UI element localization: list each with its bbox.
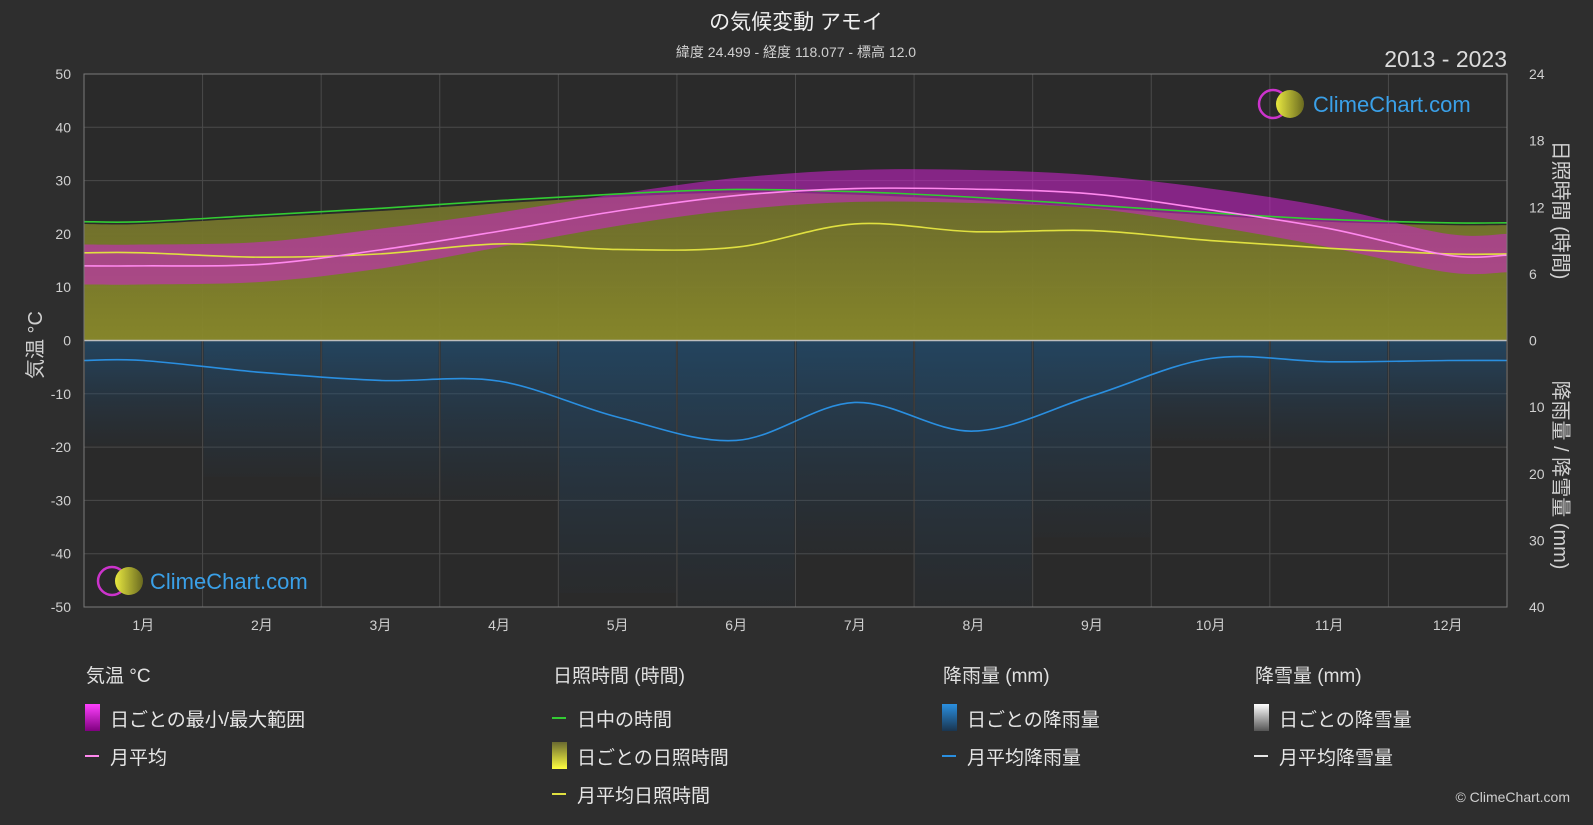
- y-right-top-label: 日照時間 (時間): [1549, 141, 1572, 280]
- plot-frame: [83, 73, 1508, 608]
- y-left-tick: 0: [63, 333, 71, 349]
- line-monthly-avg-temp: [83, 187, 1508, 267]
- legend-group-title: 日照時間 (時間): [553, 665, 685, 687]
- line-daylight-hours: [83, 188, 1508, 224]
- brand-name-bottom: ClimeChart.com: [150, 569, 308, 594]
- legend-swatch-box: [552, 742, 567, 769]
- y-left-tick: -30: [51, 492, 71, 508]
- rain-month-band: [203, 340, 321, 477]
- legend-item-label: 日ごとの最小/最大範囲: [110, 709, 305, 731]
- y-right-bottom-tick: 40: [1529, 599, 1545, 615]
- y-left-tick: 30: [55, 173, 71, 189]
- y-right-top-tick: 0: [1529, 333, 1537, 349]
- x-tick-label: 4月: [488, 617, 510, 633]
- y-left-tick: 20: [55, 226, 71, 242]
- rain-month-band: [1033, 340, 1151, 538]
- x-tick-label: 1月: [132, 617, 154, 633]
- y-left-tick: 10: [55, 279, 71, 295]
- legend-swatch-box: [942, 704, 957, 731]
- x-tick-label: 12月: [1433, 617, 1463, 633]
- logo-sun-icon: [1276, 90, 1304, 118]
- y-left-tick: -20: [51, 439, 71, 455]
- legend-item-label: 月平均降雪量: [1279, 747, 1393, 769]
- rain-month-band: [677, 340, 795, 607]
- period-label: 2013 - 2023: [1384, 46, 1507, 72]
- y-right-bottom-label: 降雨量 / 降雪量 (mm): [1549, 381, 1572, 570]
- y-right-bottom-tick: 10: [1529, 399, 1545, 415]
- y-left-label: 気温 °C: [24, 311, 47, 379]
- rain-month-band: [322, 340, 439, 498]
- legend-swatch-box: [85, 704, 100, 731]
- x-tick-label: 8月: [962, 617, 984, 633]
- y-left-tick: 50: [55, 66, 71, 82]
- y-right-top-tick: 12: [1529, 199, 1545, 215]
- temperature-range-area: [84, 169, 1507, 285]
- x-tick-label: 2月: [251, 617, 273, 633]
- x-tick-label: 3月: [370, 617, 392, 633]
- brand-logo-top: ClimeChart.com: [1257, 88, 1471, 120]
- line-monthly-sunshine: [83, 222, 1508, 259]
- x-tick-label: 6月: [725, 617, 747, 633]
- legend-swatch-box: [1254, 704, 1269, 731]
- copyright: © ClimeChart.com: [1455, 789, 1570, 805]
- y-right-top-tick: 6: [1529, 266, 1537, 282]
- legend-item-label: 月平均日照時間: [577, 785, 710, 807]
- y-left-tick: -10: [51, 386, 71, 402]
- x-tick-label: 7月: [844, 617, 866, 633]
- rain-month-band: [796, 340, 914, 555]
- legend-item-label: 日中の時間: [577, 709, 672, 731]
- brand-name-top: ClimeChart.com: [1313, 92, 1471, 117]
- y-right-bottom-tick: 20: [1529, 466, 1545, 482]
- rain-month-band: [559, 340, 676, 594]
- y-left-tick: -40: [51, 546, 71, 562]
- legend-item-label: 日ごとの日照時間: [577, 747, 729, 769]
- chart-subtitle: 緯度 24.499 - 経度 118.077 - 標高 12.0: [676, 44, 916, 60]
- x-tick-label: 11月: [1315, 617, 1344, 633]
- legend-item-label: 日ごとの降雪量: [1279, 709, 1412, 731]
- chart-title: の気候変動 アモイ: [709, 11, 883, 34]
- axes: 50 40 30 20 10 0 -10 -20 -30 -40 -50 24 18 12 6 0 10 20 30…: [51, 66, 1545, 633]
- x-tick-label: 5月: [607, 617, 629, 633]
- rain-month-band: [440, 340, 558, 500]
- rain-month-band: [915, 340, 1032, 607]
- brand-logo-bottom: ClimeChart.com: [96, 565, 308, 597]
- rain-month-band: [1270, 340, 1388, 450]
- y-left-tick: -50: [51, 599, 71, 615]
- y-left-tick: 40: [55, 119, 71, 135]
- rain-month-band: [1152, 340, 1269, 441]
- legend-group-title: 気温 °C: [86, 665, 151, 687]
- logo-sun-icon: [115, 567, 143, 595]
- legend-item-label: 月平均降雨量: [967, 747, 1081, 769]
- line-monthly-rain: [83, 355, 1508, 442]
- daily-rain-bars: [85, 340, 1506, 607]
- y-right-bottom-tick: 30: [1529, 532, 1545, 548]
- rain-month-band: [1389, 340, 1506, 446]
- legend-group-title: 降雨量 (mm): [943, 665, 1050, 687]
- y-right-top-tick: 18: [1529, 133, 1545, 149]
- legend-item-label: 日ごとの降雨量: [967, 709, 1100, 731]
- series-lines: [83, 187, 1508, 442]
- y-right-top-tick: 24: [1529, 66, 1545, 82]
- x-tick-label: 9月: [1081, 617, 1103, 633]
- temperature-range-band: [84, 169, 1507, 285]
- legend-item-label: 月平均: [110, 747, 167, 769]
- x-tick-label: 10月: [1196, 617, 1226, 633]
- rain-month-band: [85, 340, 202, 446]
- legend-group-title: 降雪量 (mm): [1255, 665, 1362, 687]
